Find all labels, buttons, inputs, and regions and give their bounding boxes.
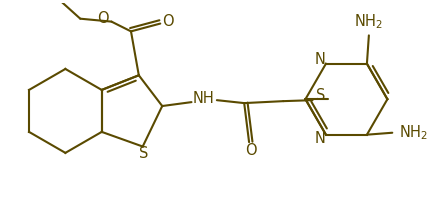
Text: N: N — [315, 52, 326, 67]
Text: O: O — [245, 143, 257, 158]
Text: S: S — [315, 88, 325, 103]
Text: O: O — [97, 11, 109, 26]
Text: S: S — [139, 146, 149, 161]
Text: NH: NH — [192, 91, 214, 106]
Text: N: N — [315, 131, 326, 146]
Text: O: O — [162, 14, 174, 29]
Text: NH$_2$: NH$_2$ — [354, 12, 383, 31]
Text: NH$_2$: NH$_2$ — [399, 123, 428, 142]
